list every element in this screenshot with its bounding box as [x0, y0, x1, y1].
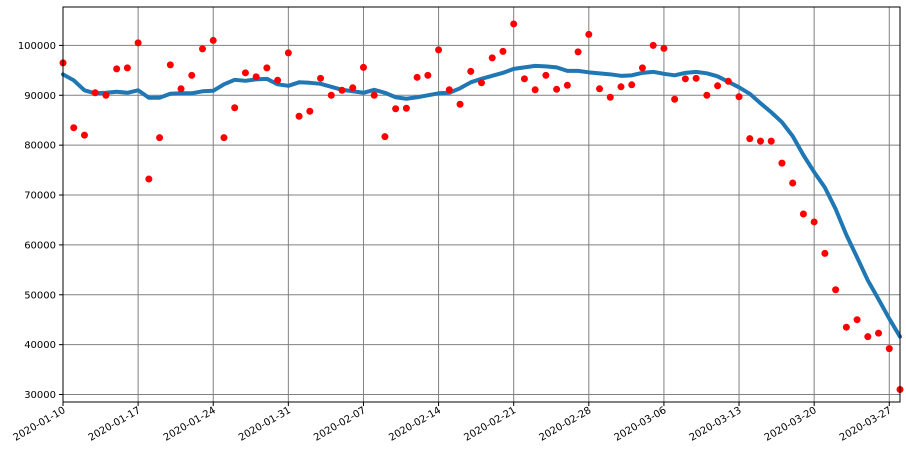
data-point	[231, 104, 239, 112]
series-line-group	[61, 63, 902, 339]
data-point	[563, 81, 571, 89]
data-point	[317, 74, 325, 82]
y-axis: 30000 40000 50000 60000 70000 80000 90000 10000…	[18, 41, 63, 401]
data-point	[789, 179, 797, 187]
data-point	[853, 316, 861, 324]
data-point	[252, 73, 260, 81]
data-point	[542, 71, 550, 79]
data-point	[370, 91, 378, 99]
data-point	[349, 84, 357, 92]
data-point	[274, 76, 282, 84]
data-point	[638, 64, 646, 72]
data-point	[338, 86, 346, 94]
data-point	[746, 135, 754, 143]
data-point	[671, 95, 679, 103]
data-point	[263, 64, 271, 72]
y-tick-label: 100000	[18, 41, 56, 52]
data-point	[875, 329, 883, 337]
y-tick-label: 70000	[24, 191, 56, 202]
data-point	[735, 93, 743, 101]
plot-frame	[62, 6, 901, 403]
data-point	[821, 249, 829, 257]
data-point	[510, 20, 518, 28]
data-point	[520, 75, 528, 83]
y-tick-label: 40000	[24, 340, 56, 351]
data-point	[402, 104, 410, 112]
data-point	[810, 218, 818, 226]
data-point	[80, 131, 88, 139]
data-point	[864, 333, 872, 341]
data-point	[681, 75, 689, 83]
data-point	[156, 134, 164, 142]
data-point	[714, 82, 722, 90]
y-tick-label: 90000	[24, 91, 56, 102]
data-point	[123, 64, 131, 72]
data-point	[424, 71, 432, 79]
y-tick-label: 30000	[24, 390, 56, 401]
data-point	[628, 81, 636, 89]
data-point	[295, 112, 303, 120]
data-point	[724, 77, 732, 85]
data-point	[499, 47, 507, 55]
data-point	[660, 44, 668, 52]
data-point	[445, 86, 453, 94]
data-point	[778, 159, 786, 167]
data-point	[467, 67, 475, 75]
data-point	[177, 85, 185, 93]
grid	[62, 7, 900, 402]
data-point	[413, 73, 421, 81]
moving-average-line	[61, 63, 902, 339]
data-point	[488, 54, 496, 62]
data-point	[703, 91, 711, 99]
data-point	[832, 286, 840, 294]
data-point	[91, 89, 99, 97]
data-point	[574, 48, 582, 56]
data-point	[102, 91, 110, 99]
data-point	[306, 107, 314, 115]
data-point	[606, 93, 614, 101]
data-point	[842, 323, 850, 331]
data-point	[885, 345, 893, 353]
data-point	[435, 46, 443, 54]
data-point	[531, 86, 539, 94]
data-point	[199, 45, 206, 53]
data-point	[220, 134, 228, 142]
series-points-group	[59, 20, 904, 394]
data-point	[553, 85, 561, 93]
data-point	[166, 61, 174, 69]
data-point	[359, 63, 367, 71]
data-point	[327, 91, 335, 99]
data-point	[767, 137, 775, 145]
data-point	[209, 36, 217, 44]
data-point	[134, 39, 142, 47]
data-point	[799, 210, 807, 218]
data-point	[113, 65, 121, 73]
data-point	[241, 69, 249, 77]
y-tick-label: 80000	[24, 141, 56, 152]
data-point	[392, 105, 400, 113]
data-point	[692, 74, 700, 82]
data-point	[596, 85, 604, 93]
data-point	[757, 137, 764, 145]
data-point	[649, 41, 657, 49]
data-point	[145, 175, 153, 183]
data-point	[617, 83, 625, 91]
y-tick-label: 60000	[24, 240, 56, 251]
data-point	[478, 79, 485, 87]
data-point	[70, 124, 78, 132]
data-point	[188, 71, 196, 79]
data-point	[456, 100, 464, 108]
data-point	[585, 30, 593, 38]
data-point	[284, 49, 292, 57]
y-tick-label: 50000	[24, 290, 56, 301]
data-point	[381, 133, 389, 141]
